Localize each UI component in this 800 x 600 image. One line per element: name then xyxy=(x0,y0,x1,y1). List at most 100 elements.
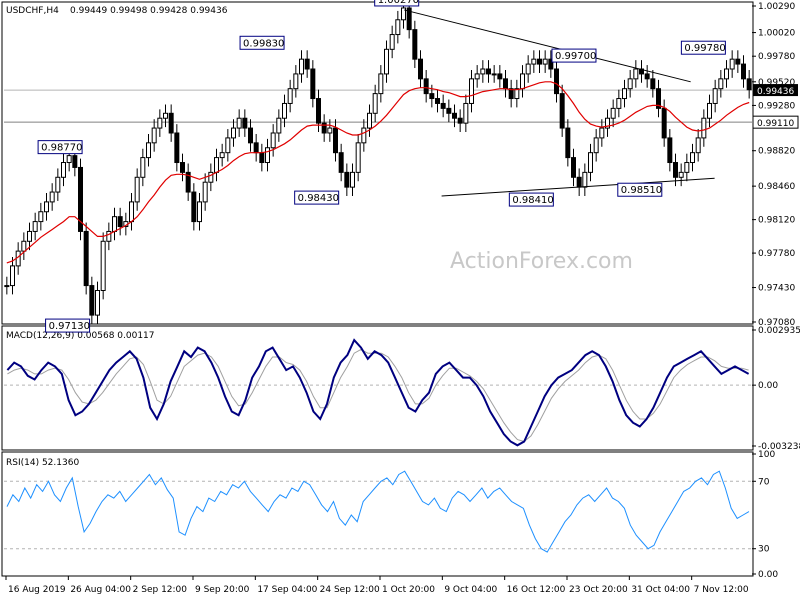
price-tick-label: 0.99520 xyxy=(758,78,795,88)
candle-body xyxy=(514,88,520,100)
x-tick-label: 24 Sep 12:00 xyxy=(320,585,380,595)
reference-level-box xyxy=(752,115,799,129)
price-callout-label: 0.99830 xyxy=(243,38,284,49)
price-callout-box xyxy=(617,182,663,197)
candle-body xyxy=(32,221,38,232)
price-tick-label: 1.00290 xyxy=(758,2,795,12)
rsi-tick-label: 0.00 xyxy=(758,570,778,580)
candle-body xyxy=(106,230,112,242)
candle-body xyxy=(129,201,134,223)
candle-body xyxy=(231,127,236,139)
candle-body xyxy=(276,117,282,134)
candle-body xyxy=(61,162,66,178)
candle-body xyxy=(242,117,248,129)
candle-body xyxy=(151,127,157,144)
candle-body xyxy=(350,171,355,188)
price-callout-box xyxy=(45,318,91,333)
candle-body xyxy=(395,19,401,36)
price-callout-label: 0.98510 xyxy=(621,185,662,196)
candle-body xyxy=(55,176,61,193)
candle-body xyxy=(134,176,140,203)
candle-body xyxy=(316,98,321,124)
candle-body xyxy=(355,142,361,173)
candle-body xyxy=(446,107,452,114)
candle-body xyxy=(174,132,180,164)
candle-body xyxy=(95,289,100,316)
candle-body xyxy=(718,78,724,90)
candle-body xyxy=(253,142,259,154)
candle-body xyxy=(474,73,480,80)
candle-body xyxy=(214,157,219,173)
price-tick-label: 0.97780 xyxy=(758,249,795,259)
candle-body xyxy=(537,58,542,65)
candle-body xyxy=(219,152,225,159)
macd-series-macd xyxy=(6,338,750,447)
candle-body xyxy=(163,112,168,119)
price-reference-lines xyxy=(4,89,752,123)
candle-body xyxy=(542,58,548,65)
candle-body xyxy=(27,230,32,242)
candle-body xyxy=(593,137,599,154)
candle-body xyxy=(191,191,197,223)
candle-body xyxy=(157,117,163,129)
price-callout-box xyxy=(37,140,83,155)
macd-panel-title: MACD(12,26,9) 0.00568 0.00117 xyxy=(6,331,155,341)
candle-body xyxy=(333,127,338,154)
candle-body xyxy=(423,78,429,95)
candle-body xyxy=(457,117,463,124)
candle-body xyxy=(367,112,372,129)
candle-body xyxy=(548,58,554,70)
candle-body xyxy=(304,58,310,70)
candle-body xyxy=(599,127,605,139)
macd-tick-label: 0.002935 xyxy=(758,326,800,336)
candle-body xyxy=(282,102,287,119)
rsi-tick-label: 100 xyxy=(758,450,775,460)
candle-body xyxy=(559,93,565,129)
price-callout-box xyxy=(680,40,726,55)
price-callout-label: 0.99700 xyxy=(555,51,596,62)
candle-body xyxy=(372,93,378,114)
candle-body xyxy=(452,112,457,119)
candle-body xyxy=(265,147,270,164)
candle-body xyxy=(389,34,395,50)
candle-body xyxy=(531,58,537,65)
price-callout-label: 0.98410 xyxy=(512,195,553,206)
candle-body xyxy=(117,216,123,228)
candle-body xyxy=(429,93,435,100)
x-tick-label: 9 Sep 20:00 xyxy=(195,585,250,595)
candle-body xyxy=(378,73,384,95)
rsi-tick-label: 70 xyxy=(758,477,770,487)
candle-body xyxy=(661,107,667,139)
candle-body xyxy=(146,142,151,159)
price-callout-box xyxy=(239,35,285,50)
x-tick-label: 1 Oct 20:00 xyxy=(382,585,435,595)
macd-tick-label: 0.00 xyxy=(758,381,778,391)
candle-body xyxy=(78,166,83,232)
x-axis: 16 Aug 2019 26 Aug 04:00 2 Sep 12:00 9 Sep … xyxy=(5,576,749,595)
candle-body xyxy=(469,78,474,104)
price-annotations: 1.00270 0.99830 0.98770 0.97130 0.98430 0.997… xyxy=(37,0,726,333)
candle-body xyxy=(180,162,185,173)
price-callout-label: 0.99780 xyxy=(684,43,725,54)
candle-body xyxy=(684,162,690,173)
price-tick-label: 0.99780 xyxy=(758,52,795,62)
candle-body xyxy=(673,162,678,178)
candle-body xyxy=(650,78,656,90)
candle-body xyxy=(72,155,78,168)
candle-body xyxy=(565,127,571,159)
candle-body xyxy=(168,112,174,134)
candle-body xyxy=(361,127,367,144)
candle-body xyxy=(656,88,661,109)
candle-body xyxy=(66,155,72,164)
price-callout-box xyxy=(508,192,554,207)
candle-body xyxy=(463,102,469,124)
candle-body xyxy=(497,73,503,80)
x-tick-label: 7 Nov 12:00 xyxy=(694,585,749,595)
macd-tick-label: -0.003238 xyxy=(758,442,800,452)
x-tick-label: 2 Sep 12:00 xyxy=(133,585,188,595)
price-callout-box xyxy=(294,190,340,205)
x-tick-label: 9 Oct 04:00 xyxy=(444,585,497,595)
moving-average xyxy=(6,81,750,264)
candle-body xyxy=(112,216,117,232)
